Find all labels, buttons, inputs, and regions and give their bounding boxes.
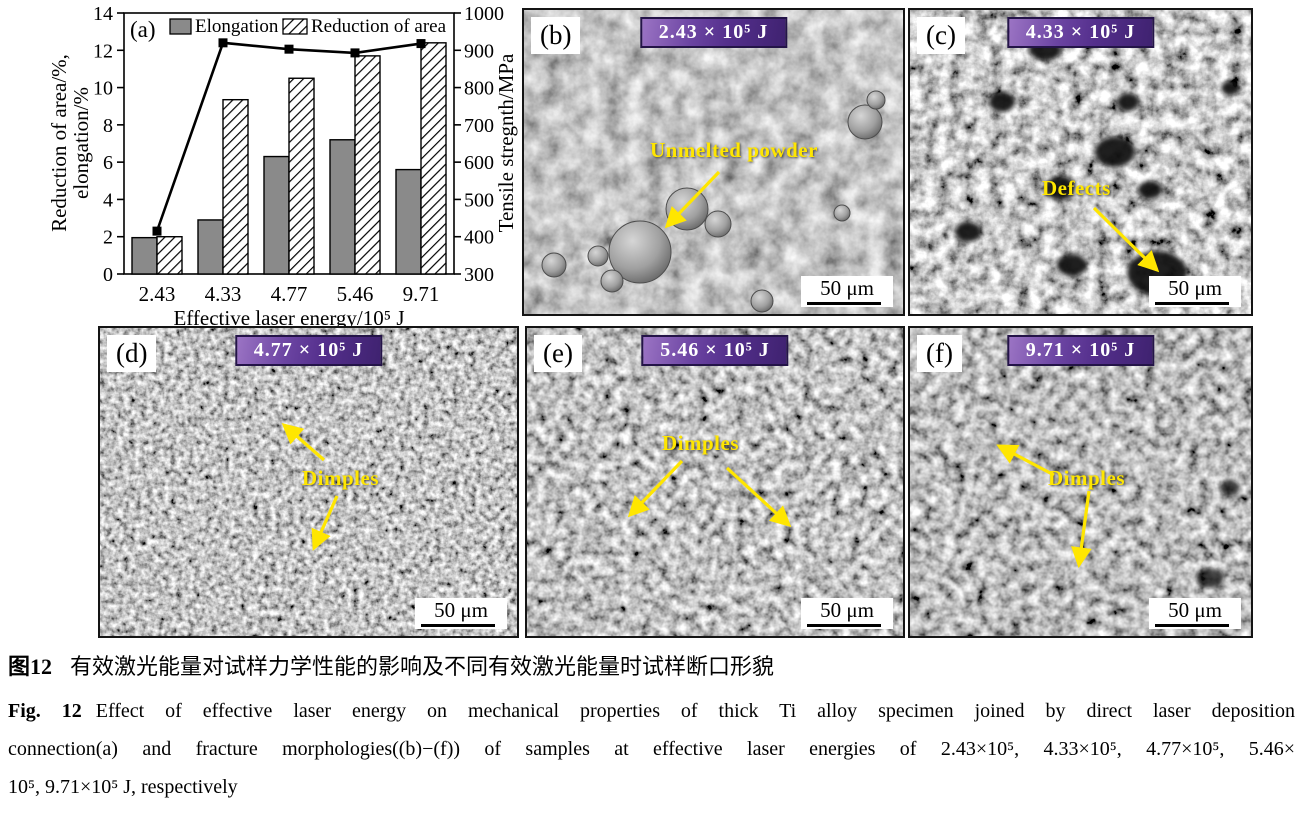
bar-elongation: [329, 139, 356, 275]
sem-texture: [527, 328, 903, 636]
legend-label-elongation: Elongation: [195, 16, 279, 37]
x-tick-label: 5.46: [337, 282, 374, 306]
panel-c-sem-image: (c) 4.33 × 10⁵ J Defects 50 μm: [908, 8, 1253, 316]
annotation-label: Dimples: [662, 431, 739, 455]
legend-label-reduction: Reduction of area: [311, 16, 447, 37]
right-tick-label: 600: [464, 152, 494, 174]
sem-texture: [910, 10, 1251, 314]
panel-b-sem-image: (b) 2.43 × 10⁵ J Unmelted powder 50 μm: [522, 8, 905, 316]
right-tick-label: 900: [464, 40, 494, 62]
left-tick-label: 12: [93, 40, 113, 62]
scale-bar-label: 50 μm: [1168, 598, 1222, 622]
caption-en-line3: 10⁵, 9.71×10⁵ J, respectively: [8, 776, 238, 798]
right-tick-label: 300: [464, 264, 494, 286]
panel-label: (d): [107, 335, 157, 372]
panel-a-label: (a): [130, 17, 156, 42]
tensile-strength-marker: [218, 38, 228, 48]
x-tick-label: 9.71: [403, 282, 440, 306]
panel-d-sem-image: (d) 4.77 × 10⁵ J Dimples 50 μm: [98, 326, 519, 638]
left-axis-title: Reduction of area/%,elongation/%: [47, 54, 93, 232]
annotation-label: Defects: [1042, 176, 1111, 200]
caption-zh-label: 图12: [8, 654, 53, 679]
panel-e-sem-image: (e) 5.46 × 10⁵ J Dimples 50 μm: [525, 326, 905, 638]
scale-bar: 50 μm: [1149, 276, 1241, 307]
left-tick-label: 4: [103, 189, 113, 211]
bar-elongation: [263, 155, 290, 275]
energy-banner: 9.71 × 10⁵ J: [1006, 335, 1155, 366]
scale-bar: 50 μm: [415, 598, 507, 629]
scale-bar-label: 50 μm: [434, 598, 488, 622]
tensile-strength-marker: [152, 226, 162, 236]
scale-bar-label: 50 μm: [1168, 276, 1222, 300]
x-tick-label: 4.77: [271, 282, 308, 306]
right-axis-title: Tensile stregnth/MPa: [494, 53, 518, 232]
scale-bar-label: 50 μm: [820, 598, 874, 622]
bar-reduction-of-area: [156, 236, 183, 275]
scale-bar-line: [1155, 302, 1229, 305]
panel-a-chart: 0 2 4 6 8 10 12 14 300 400 500 600 700 800 900 1000 2.43…: [25, 0, 525, 330]
caption-en-line2: connection(a) and fracture morphologies(…: [8, 738, 1295, 760]
caption-en-label: Fig. 12: [8, 700, 82, 722]
scale-bar-line: [1155, 624, 1229, 627]
energy-banner: 5.46 × 10⁵ J: [641, 335, 789, 366]
scale-bar-line: [807, 302, 881, 305]
tensile-strength-marker: [350, 48, 360, 58]
bar-reduction-of-area: [222, 98, 249, 275]
bar-reduction-of-area: [354, 55, 381, 275]
tensile-strength-marker: [416, 39, 426, 49]
annotation-label: Dimples: [1048, 466, 1125, 490]
bar-reduction-of-area: [420, 42, 447, 275]
panel-label: (e): [534, 335, 582, 372]
sem-texture: [910, 328, 1251, 636]
legend-swatch-elongation: [169, 18, 192, 35]
x-tick-label: 4.33: [205, 282, 242, 306]
caption-en-line1: Fig. 12 Effect of effective laser energy …: [8, 692, 1295, 730]
scale-bar-line: [421, 624, 495, 627]
right-tick-label: 500: [464, 189, 494, 211]
sem-texture: [100, 328, 517, 636]
left-tick-label: 10: [93, 78, 113, 100]
x-axis-title: Effective laser energy/10⁵ J: [173, 306, 404, 326]
left-tick-label: 6: [103, 152, 113, 174]
energy-banner: 2.43 × 10⁵ J: [639, 17, 788, 48]
left-tick-label: 14: [93, 3, 113, 25]
caption-en-text1: Effect of effective laser energy on mech…: [95, 700, 1295, 722]
right-tick-label: 800: [464, 78, 494, 100]
legend-swatch-reduction: [282, 18, 308, 35]
scale-bar-label: 50 μm: [820, 276, 874, 300]
caption-zh: 图12 有效激光能量对试样力学性能的影响及不同有效激光能量时试样断口形貌: [8, 650, 1295, 684]
bar-reduction-of-area: [288, 77, 315, 275]
energy-banner: 4.33 × 10⁵ J: [1006, 17, 1155, 48]
panel-label: (b): [531, 17, 581, 54]
chart-svg: 0 2 4 6 8 10 12 14 300 400 500 600 700 800 900 1000 2.43…: [47, 3, 518, 330]
bar-elongation: [395, 168, 422, 275]
left-tick-label: 0: [103, 264, 113, 286]
caption-zh-text: 有效激光能量对试样力学性能的影响及不同有效激光能量时试样断口形貌: [70, 654, 775, 679]
right-tick-label: 700: [464, 115, 494, 137]
annotation-label: Dimples: [302, 466, 379, 490]
panel-f-sem-image: (f) 9.71 × 10⁵ J Dimples 50 μm: [908, 326, 1253, 638]
right-tick-label: 1000: [464, 3, 504, 25]
scale-bar: 50 μm: [1149, 598, 1241, 629]
x-tick-label: 2.43: [139, 282, 176, 306]
tensile-strength-marker: [284, 44, 294, 54]
right-tick-label: 400: [464, 227, 494, 249]
panel-label: (f): [917, 335, 962, 372]
figure-caption: 图12 有效激光能量对试样力学性能的影响及不同有效激光能量时试样断口形貌 Fig.…: [8, 650, 1295, 806]
bar-elongation: [131, 236, 158, 275]
left-tick-label: 2: [103, 227, 113, 249]
annotation-label: Unmelted powder: [650, 138, 818, 162]
scale-bar: 50 μm: [801, 598, 893, 629]
left-tick-label: 8: [103, 115, 113, 137]
scale-bar: 50 μm: [801, 276, 893, 307]
bar-elongation: [197, 219, 224, 275]
panel-label: (c): [917, 17, 965, 54]
energy-banner: 4.77 × 10⁵ J: [234, 335, 383, 366]
scale-bar-line: [807, 624, 881, 627]
